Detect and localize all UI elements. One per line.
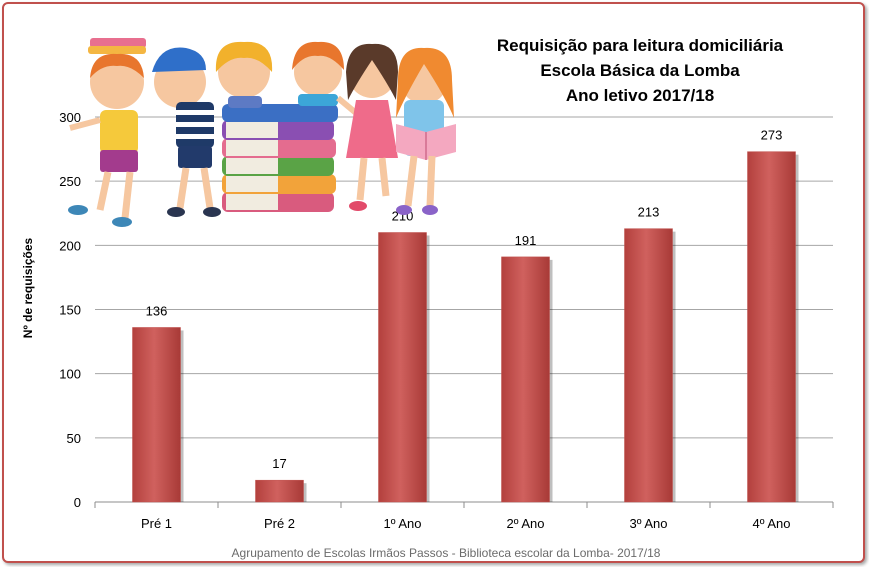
chart-title-line-2: Escola Básica da Lomba <box>540 61 740 80</box>
bar <box>378 232 427 503</box>
y-tick-label: 100 <box>59 367 81 382</box>
y-tick-label: 50 <box>67 431 81 446</box>
x-tick-label: Pré 2 <box>264 516 295 531</box>
x-tick-label: 4º Ano <box>752 516 790 531</box>
x-axis-ticks: Pré 1 Pré 2 1º Ano 2º Ano 3º Ano 4º Ano <box>94 502 834 531</box>
bar <box>747 151 796 503</box>
bar <box>255 479 304 503</box>
x-tick-label: 3º Ano <box>629 516 667 531</box>
bar <box>624 228 673 503</box>
chart-title-line-3: Ano letivo 2017/18 <box>566 86 714 105</box>
bar-value-label: 273 <box>761 128 783 143</box>
bars <box>132 151 799 503</box>
bar <box>501 256 550 503</box>
chart-title-line-1: Requisição para leitura domiciliária <box>497 36 784 55</box>
y-tick-label: 300 <box>59 110 81 125</box>
bar-value-label: 191 <box>515 233 537 248</box>
footer-credit: Agrupamento de Escolas Irmãos Passos - B… <box>232 546 661 560</box>
y-axis-title: Nº de requisições <box>21 237 35 338</box>
y-tick-label: 250 <box>59 174 81 189</box>
x-tick-label: 1º Ano <box>383 516 421 531</box>
y-tick-label: 200 <box>59 238 81 253</box>
x-tick-label: Pré 1 <box>141 516 172 531</box>
children-with-books-illustration <box>68 38 456 227</box>
y-axis-ticks: 0 50 100 150 200 250 300 <box>59 110 81 510</box>
bar <box>132 327 181 503</box>
y-tick-label: 150 <box>59 303 81 318</box>
bar-value-label: 213 <box>638 205 660 220</box>
y-tick-label: 0 <box>74 495 81 510</box>
bar-value-label: 136 <box>146 303 168 318</box>
bar-value-label: 17 <box>272 456 286 471</box>
x-tick-label: 2º Ano <box>506 516 544 531</box>
